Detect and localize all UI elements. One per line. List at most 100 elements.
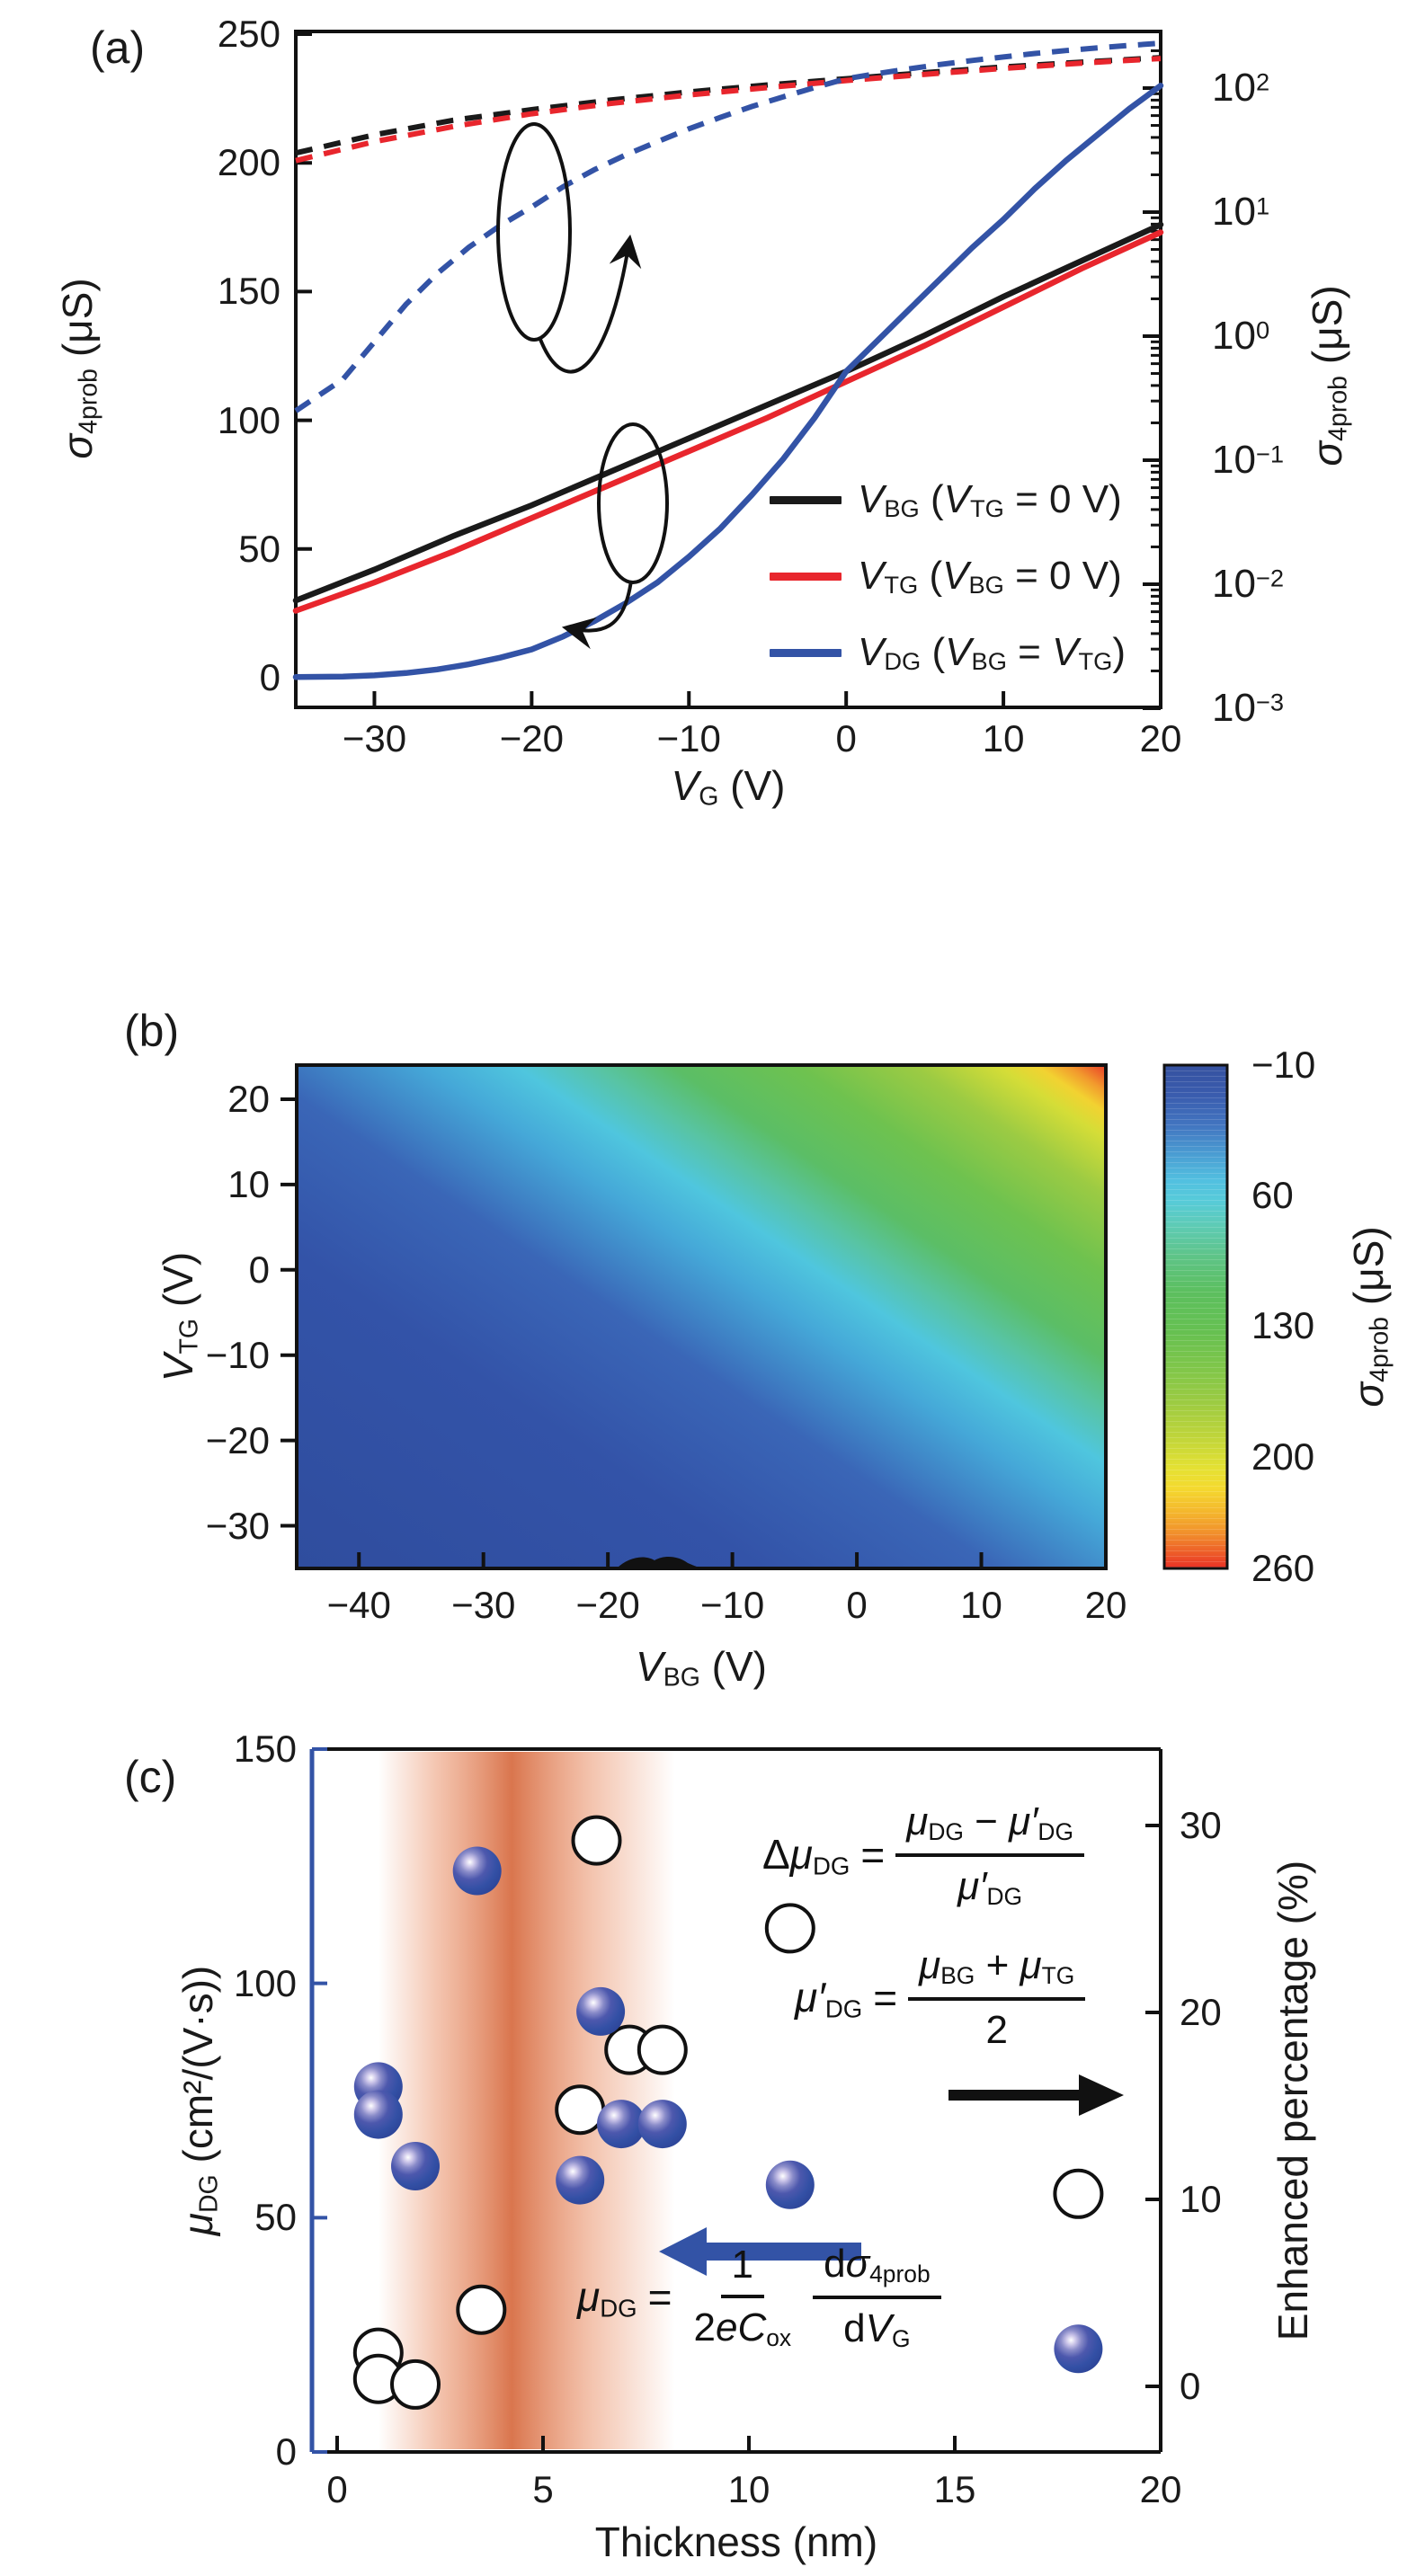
legend-swatch-vbg [770, 496, 842, 505]
fraction: μBG + μTG 2 [908, 1941, 1086, 2055]
series-vdg-dashed [294, 40, 1162, 413]
series-vbg-dashed [295, 55, 1162, 156]
panel-c-x-tick-label: 0 [326, 2468, 348, 2510]
panel-a-frame [294, 30, 1162, 709]
panel-b-x-tick-label: 10 [960, 1584, 1002, 1626]
panel-a-y-left-tick-label: 150 [217, 270, 281, 313]
open-circle-point [555, 2084, 606, 2136]
legend-label-vdg: VDG (VBG = VTG) [858, 630, 1126, 675]
panel-b-y-tick-label: −30 [205, 1504, 270, 1547]
panel-c-x-tick-label: 15 [933, 2468, 976, 2510]
colorbar-tick-label: 130 [1251, 1304, 1315, 1347]
panel-c-y-right-tick-label: 30 [1180, 1804, 1222, 1846]
panel-b-x-tick-label: −10 [699, 1584, 765, 1626]
panel-b-x-tick-label: −40 [326, 1584, 391, 1626]
open-circle-point [390, 2358, 441, 2410]
open-circle-point [456, 2284, 507, 2335]
open-circle-point [571, 1815, 622, 1866]
legend-label-vtg: VTG (VBG = 0 V) [858, 554, 1122, 599]
colorbar-tick-label: 60 [1251, 1174, 1294, 1217]
panel-a-y-left-tick-label: 250 [217, 13, 281, 55]
panel-b-y-tick-label: −10 [205, 1333, 270, 1376]
panel-b-x-tick-label: −20 [575, 1584, 640, 1626]
panel-a-y-left-tick-label: 200 [217, 141, 281, 184]
panel-a-x-tick-label: 0 [835, 717, 857, 759]
blue-sphere-point [576, 1986, 626, 2036]
colorbar-title: σ4prob (μS) [1345, 1226, 1394, 1408]
fraction: 1 2eCox [693, 2243, 792, 2352]
open-circle-point [1053, 2168, 1104, 2219]
blue-sphere-point [452, 1846, 502, 1896]
blue-sphere-point [556, 2155, 605, 2205]
panel-b-plot [281, 1063, 1229, 1570]
blue-sphere-point [597, 2100, 646, 2149]
arrow-to-right-axis [538, 234, 642, 374]
open-circle-point [764, 1903, 815, 1954]
panel-b-y-tick-label: −20 [205, 1418, 270, 1461]
panel-b-frame [295, 1063, 1108, 1570]
ellipse-annotation-dashed-group [496, 122, 572, 342]
colorbar-tick-label: −10 [1251, 1044, 1316, 1086]
blue-sphere-point [391, 2142, 440, 2190]
legend-swatch-vtg [770, 573, 842, 582]
panel-a-letter: (a) [90, 22, 146, 73]
panel-b-y-tick-label: 0 [248, 1248, 270, 1291]
panel-c-y-left-tick-label: 50 [254, 2196, 297, 2239]
panel-b-x-tick-label: 0 [846, 1584, 868, 1626]
panel-b-letter: (b) [124, 1006, 180, 1056]
legend-item-vtg: VTG (VBG = 0 V) [770, 556, 1122, 597]
fraction: μDG − μ′DG μ′DG [895, 1798, 1085, 1913]
blue-sphere-point [353, 2090, 403, 2139]
colorbar-frame [1162, 1063, 1229, 1570]
fraction: dσ4prob dVG [813, 2240, 941, 2355]
black-right-arrow [1079, 2074, 1124, 2116]
series-vdg-solid [292, 83, 1164, 680]
blue-left-arrow [659, 2227, 707, 2276]
panel-c-y-left-tick-label: 150 [233, 1728, 297, 1770]
colorbar-tick-label: 260 [1251, 1547, 1315, 1589]
panel-c-x-tick-label: 10 [727, 2468, 770, 2510]
panel-a-plot [292, 30, 1164, 710]
panel-b-x-tick-label: 20 [1084, 1584, 1127, 1626]
colorbar [1164, 1065, 1227, 1568]
panel-a-y-left-axis-title: σ4prob (μS) [54, 278, 103, 459]
open-circle-point [637, 2024, 688, 2075]
heatmap-surface [297, 1065, 1106, 1568]
panel-a-y-right-tick-label: 10−1 [1212, 438, 1285, 482]
arrow-to-left-axis [561, 580, 633, 650]
panel-c-x-tick-label: 5 [532, 2468, 554, 2510]
equation-delta-mu-dg: ΔμDG = μDG − μ′DG μ′DG [762, 1798, 1085, 1913]
panel-c-y-left-tick-label: 100 [233, 1961, 297, 2004]
blue-sphere-point [637, 2100, 687, 2149]
panel-a-x-tick-label: 10 [982, 717, 1025, 759]
panel-c-y-right-tick-label: 10 [1180, 2178, 1222, 2220]
legend-item-vbg: VBG (VTG = 0 V) [770, 480, 1122, 520]
contour-minimum-blob [617, 1557, 701, 1568]
panel-a-x-tick-label: 20 [1139, 717, 1182, 759]
panel-a-y-right-tick-label: 100 [1212, 314, 1270, 358]
panel-c-x-axis-title: Thickness (nm) [594, 2518, 878, 2565]
legend-swatch-vdg [770, 649, 842, 658]
equation-mu-prime-dg: μ′DG = μBG + μTG 2 [795, 1941, 1086, 2055]
series-vbg-solid [292, 221, 1164, 604]
panel-b-x-axis-title: VBG (V) [636, 1643, 767, 1692]
panel-b-y-tick-label: 10 [227, 1162, 270, 1205]
panel-a-y-left-tick-label: 100 [217, 398, 281, 441]
panel-a-y-left-tick-label: 0 [259, 656, 281, 698]
panel-a-y-right-axis-title: σ4prob (μS) [1304, 285, 1353, 466]
panel-c-letter: (c) [124, 1752, 177, 1802]
panel-a-x-tick-label: −20 [499, 717, 564, 759]
panel-c-y-right-axis-title: Enhanced percentage (%) [1269, 1860, 1316, 2341]
panel-c-x-tick-label: 20 [1139, 2468, 1182, 2510]
panel-a-y-right-tick-label: 102 [1212, 66, 1270, 110]
blue-sphere-point [765, 2160, 815, 2209]
panel-c-plot [309, 1747, 1162, 2454]
colorbar-tick-label: 200 [1251, 1435, 1315, 1478]
panel-a-y-right-tick-label: 10−3 [1212, 686, 1285, 730]
panel-c-y-right-tick-label: 20 [1180, 1991, 1222, 2033]
panel-c-y-left-tick-label: 0 [275, 2430, 297, 2473]
panel-c-y-right-tick-label: 0 [1180, 2365, 1201, 2407]
panel-b-y-tick-label: 20 [227, 1077, 270, 1120]
legend-item-vdg: VDG (VBG = VTG) [770, 633, 1126, 673]
